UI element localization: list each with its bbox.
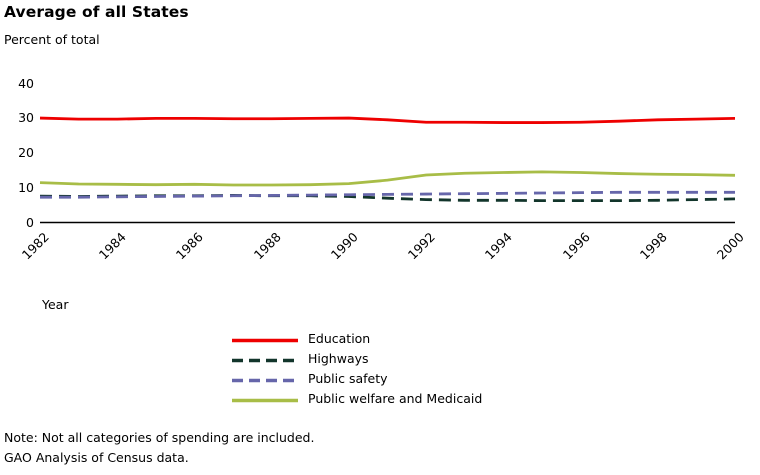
y-axis-tick-label: 20 (18, 145, 34, 161)
y-axis-tick-label: 30 (18, 110, 34, 126)
x-axis-title: Year (42, 297, 69, 312)
legend-item: Education (232, 330, 562, 350)
legend-swatch-public-safety (232, 376, 298, 385)
chart-canvas (39, 116, 736, 224)
y-axis-tick-label: 40 (18, 75, 34, 91)
series-line-public-welfare-and-medicaid (39, 170, 736, 187)
chart-subtitle: Percent of total (4, 32, 100, 47)
legend-swatch-public-welfare-and-medicaid (232, 396, 298, 405)
legend-label: Education (308, 331, 371, 346)
legend-label: Highways (308, 351, 369, 366)
chart-legend: Education Highways Public safety Public wel… (232, 330, 562, 410)
page-title: Average of all States (4, 3, 189, 21)
series-line-education (39, 116, 736, 124)
chart-footnotes: Note: Not all categories of spending are… (4, 428, 314, 468)
legend-item: Public safety (232, 370, 562, 390)
legend-item: Public welfare and Medicaid (232, 390, 562, 410)
legend-swatch-highways (232, 356, 298, 365)
legend-item: Highways (232, 350, 562, 370)
legend-label: Public safety (308, 371, 388, 386)
legend-label: Public welfare and Medicaid (308, 391, 483, 406)
plot-area (39, 116, 736, 224)
y-axis-tick-label: 10 (18, 179, 34, 195)
footnote-source: GAO Analysis of Census data. (4, 450, 189, 465)
footnote-note: Note: Not all categories of spending are… (4, 430, 315, 445)
legend-swatch-education (232, 336, 298, 345)
y-axis-tick-label: 0 (26, 214, 34, 230)
series-line-public-safety (40, 190, 735, 199)
